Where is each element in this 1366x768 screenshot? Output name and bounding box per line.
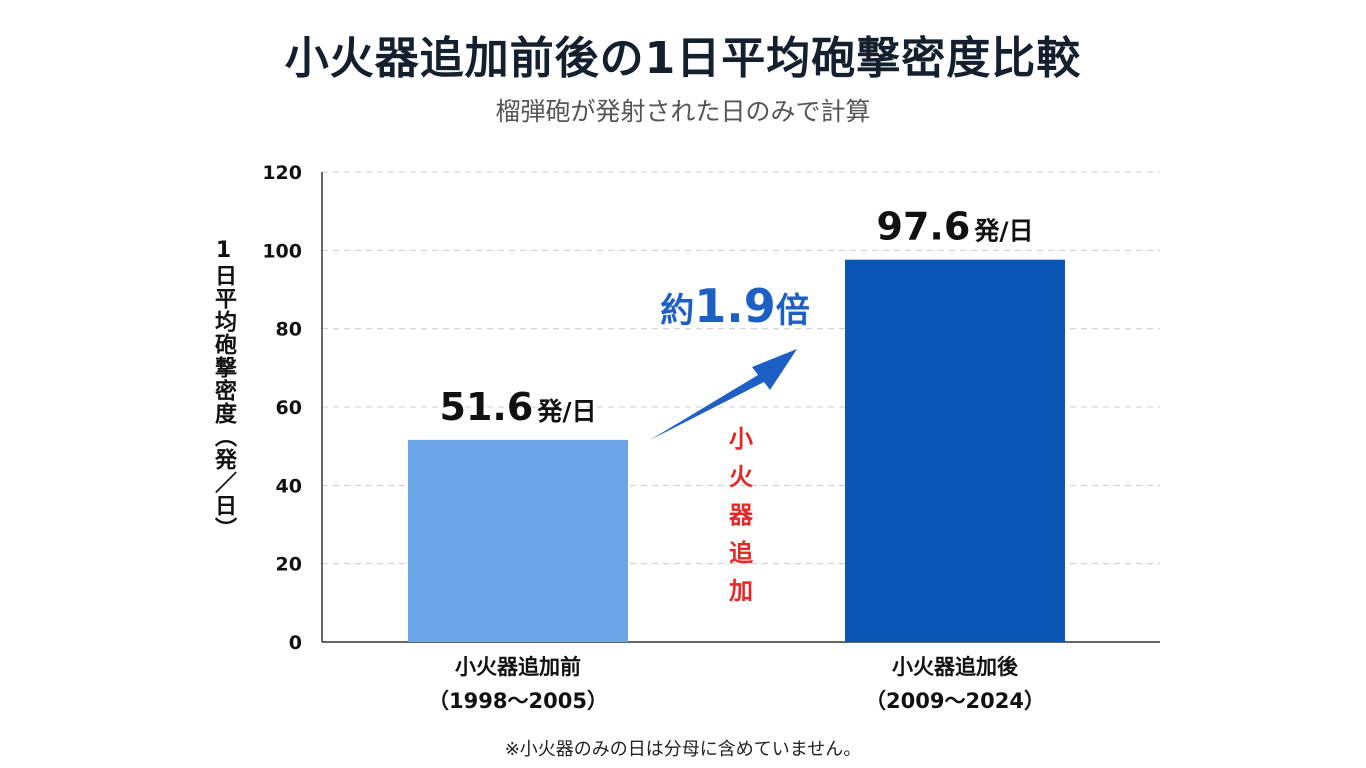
value-number-1: 97.6 <box>877 205 971 249</box>
annotation-label: 小火器追加 <box>728 425 754 605</box>
x-tick-sublabel-0: （1998〜2005） <box>428 689 608 713</box>
footnote: ※小火器のみの日は分母に含めていません。 <box>504 739 862 760</box>
bar-layer <box>408 259 1065 642</box>
value-number-0: 51.6 <box>440 385 534 429</box>
bar-1 <box>845 259 1065 642</box>
annotation-char-2: 器 <box>728 501 754 529</box>
annotation-char-3: 追 <box>729 539 754 567</box>
bar-0 <box>408 439 628 642</box>
value-label-0: 51.6 発/日 <box>440 385 597 429</box>
value-unit-1: 発/日 <box>973 217 1033 246</box>
y-tick-label-100: 100 <box>262 240 302 262</box>
y-tick-label-20: 20 <box>276 554 302 576</box>
x-tick-label-1: 小火器追加後 <box>892 655 1019 679</box>
value-unit-0: 発/日 <box>536 397 596 426</box>
ratio-label: 約1.9倍 <box>660 279 810 333</box>
chart-subtitle: 榴弾砲が発射された日のみで計算 <box>495 97 871 126</box>
ratio-number: 1.9 <box>694 279 776 333</box>
y-tick-label-80: 80 <box>276 319 302 341</box>
ratio-suffix: 倍 <box>776 291 810 331</box>
x-tick-sublabel-1: （2009〜2024） <box>865 689 1045 713</box>
y-tick-label-60: 60 <box>276 397 302 419</box>
y-axis-label: 1日平均砲撃密度（発／日） <box>211 238 236 540</box>
y-tick-label-40: 40 <box>276 475 302 497</box>
value-label-1: 97.6 発/日 <box>877 205 1034 249</box>
y-tick-label-0: 0 <box>289 632 302 654</box>
y-tick-label-120: 120 <box>262 162 302 184</box>
annotation-char-4: 加 <box>729 577 753 605</box>
increase-arrow-icon <box>650 349 797 440</box>
ratio-prefix: 約 <box>660 291 694 331</box>
chart-title: 小火器追加前後の1日平均砲撃密度比較 <box>284 33 1082 84</box>
annotation-char-0: 小 <box>729 425 753 453</box>
annotation-char-1: 火 <box>729 463 753 491</box>
x-tick-label-0: 小火器追加前 <box>455 655 581 679</box>
